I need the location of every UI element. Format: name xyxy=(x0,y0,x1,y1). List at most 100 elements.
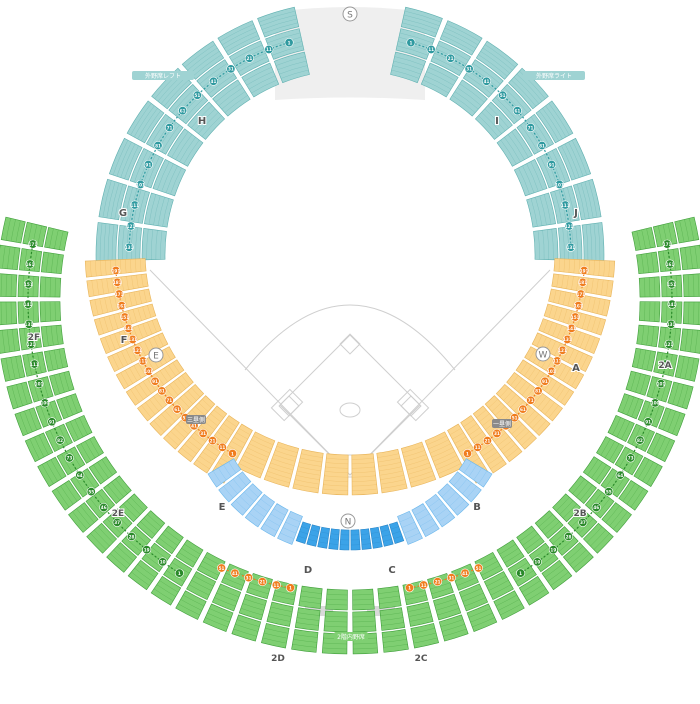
front-row-d-aisle-number: 1 xyxy=(289,586,292,591)
pitchers-mound xyxy=(340,403,360,417)
outfield-left-block-r2-1 xyxy=(96,223,118,261)
outfield-right-aisle-number: 31 xyxy=(466,67,472,72)
infield-arc xyxy=(245,305,455,370)
upper-left-aisle-number: 19 xyxy=(144,547,150,552)
infield-left-aisle-number: 31 xyxy=(200,431,206,436)
upper-left-aisle-number: 151 xyxy=(24,282,33,287)
infield-left-aisle-number: 131 xyxy=(128,337,137,342)
upper-third-r2-13 xyxy=(0,302,17,325)
sign-third-base-side: 三塁側 xyxy=(187,416,205,424)
infield-right-aisle-number: 1 xyxy=(466,451,469,456)
infield-left-aisle-number: 61 xyxy=(174,407,180,412)
infield-right-aisle-number: 141 xyxy=(567,326,576,331)
infield-left-aisle-number: 161 xyxy=(117,303,126,308)
infield-home-block-4 xyxy=(352,454,378,495)
block-label-d: D xyxy=(304,565,312,576)
upper-left-aisle-number: 111 xyxy=(30,362,39,367)
front-row-d-aisle-number: 51 xyxy=(219,566,225,571)
outfield-left-block-r0-2 xyxy=(144,193,173,227)
block-label-2f: 2F xyxy=(28,333,40,343)
upper-right-aisle-number: 101 xyxy=(657,381,666,386)
outfield-right-aisle-number: 21 xyxy=(448,56,454,61)
outfield-left-aisle-number: 11 xyxy=(266,47,272,52)
upper-first-r2-4 xyxy=(683,302,700,325)
infield-right-aisle-number: 71 xyxy=(528,398,534,403)
front-row-c-aisle-number: 51 xyxy=(476,566,482,571)
infield-right-aisle-number: 111 xyxy=(553,359,562,364)
upper-right-aisle-number: 121 xyxy=(665,342,674,347)
outfield-right-aisle-number: 81 xyxy=(539,143,545,148)
upper-left-aisle-number: 101 xyxy=(35,381,44,386)
infield-right-aisle-number: 61 xyxy=(520,407,526,412)
compass-north: N xyxy=(345,518,352,528)
outfield-left-aisle-number: 91 xyxy=(145,162,151,167)
infield-right-aisle-number: 101 xyxy=(547,369,556,374)
upper-left-aisle-number: 91 xyxy=(49,420,55,425)
sign-outfield-right: 外野席ライト xyxy=(536,72,572,80)
compass-south: S xyxy=(347,11,353,21)
upper-first-r2-2 xyxy=(680,245,700,270)
infield-left-aisle-number: 121 xyxy=(133,348,142,353)
outfield-right-aisle-number: 71 xyxy=(528,125,534,130)
upper-left-aisle-number: 55 xyxy=(88,489,94,494)
outfield-right-aisle-number: 51 xyxy=(500,93,506,98)
upper-left-aisle-number: 64 xyxy=(77,473,83,478)
infield-right-aisle-number: 21 xyxy=(485,438,491,443)
infield-left-aisle-number: 181 xyxy=(113,280,122,285)
block-label-2d: 2D xyxy=(271,654,285,664)
outfield-left-aisle-number: 61 xyxy=(180,108,186,113)
infield-left-aisle-number: 171 xyxy=(115,292,124,297)
sign-upper-label: 2階内野席 xyxy=(337,633,365,641)
block-label-e: E xyxy=(219,502,226,513)
front-row-c-aisle-number: 31 xyxy=(449,575,455,580)
infield-left-aisle-number: 151 xyxy=(120,315,129,320)
outfield-right-aisle-number: 1 xyxy=(409,40,412,45)
outfield-right-aisle-number: 101 xyxy=(555,182,564,187)
compass-east: E xyxy=(153,352,159,362)
block-label-b: B xyxy=(473,502,481,513)
block-label-2b: 2B xyxy=(573,509,586,519)
sign-outfield-left: 外野席レフト xyxy=(145,72,181,80)
upper-left-aisle-number: 10 xyxy=(160,560,166,565)
outfield-right-aisle-number: 111 xyxy=(561,203,570,208)
infield-right-aisle-number: 171 xyxy=(576,292,585,297)
outfield-right-block-r0-7 xyxy=(527,193,556,227)
upper-left-aisle-number: 82 xyxy=(57,438,63,443)
infield-right-aisle-number: 51 xyxy=(512,415,518,420)
block-label-g: G xyxy=(119,208,127,219)
infield-right-aisle-number: 191 xyxy=(580,268,589,273)
block-label-2e: 2E xyxy=(112,509,124,519)
upper-right-aisle-number: 55 xyxy=(606,489,612,494)
front-row-d-aisle-number: 31 xyxy=(246,575,252,580)
upper-left-aisle-number: 28 xyxy=(129,534,135,539)
outfield-left-aisle-number: 1 xyxy=(288,40,291,45)
upper-right-aisle-number: 171 xyxy=(663,242,672,247)
outfield-left-block-r0-1 xyxy=(142,228,167,260)
front-row-d-aisle-number: 41 xyxy=(232,571,238,576)
front-row-c-aisle-number: 41 xyxy=(462,571,468,576)
upper-third-r2-12 xyxy=(0,329,20,354)
upper-left-aisle-number: 1 xyxy=(178,571,181,576)
upper-right-aisle-number: 82 xyxy=(637,438,643,443)
sign-first-base-side: 一塁側 xyxy=(493,420,511,428)
upper-right-aisle-number: 19 xyxy=(550,547,556,552)
outfield-left-aisle-number: 131 xyxy=(125,245,134,250)
upper-right-aisle-number: 46 xyxy=(593,505,599,510)
infield-right-aisle-number: 181 xyxy=(578,280,587,285)
infield-right-aisle-number: 131 xyxy=(563,337,572,342)
block-label-2a: 2A xyxy=(658,361,671,371)
outfield-right-aisle-number: 91 xyxy=(549,162,555,167)
upper-right-aisle-number: 37 xyxy=(580,520,586,525)
upper-left-aisle-number: 73 xyxy=(66,456,72,461)
upper-left-aisle-number: 161 xyxy=(26,262,35,267)
infield-right-aisle-number: 81 xyxy=(535,389,541,394)
outfield-right-block-r2-8 xyxy=(582,223,604,261)
block-label-h: H xyxy=(198,116,206,127)
infield-left-aisle-number: 141 xyxy=(124,326,133,331)
infield-left-aisle-number: 11 xyxy=(219,445,225,450)
infield-left-aisle-number: 101 xyxy=(144,369,153,374)
block-label-i: I xyxy=(495,116,499,127)
infield-left-aisle-number: 71 xyxy=(166,398,172,403)
second-base xyxy=(340,334,360,354)
